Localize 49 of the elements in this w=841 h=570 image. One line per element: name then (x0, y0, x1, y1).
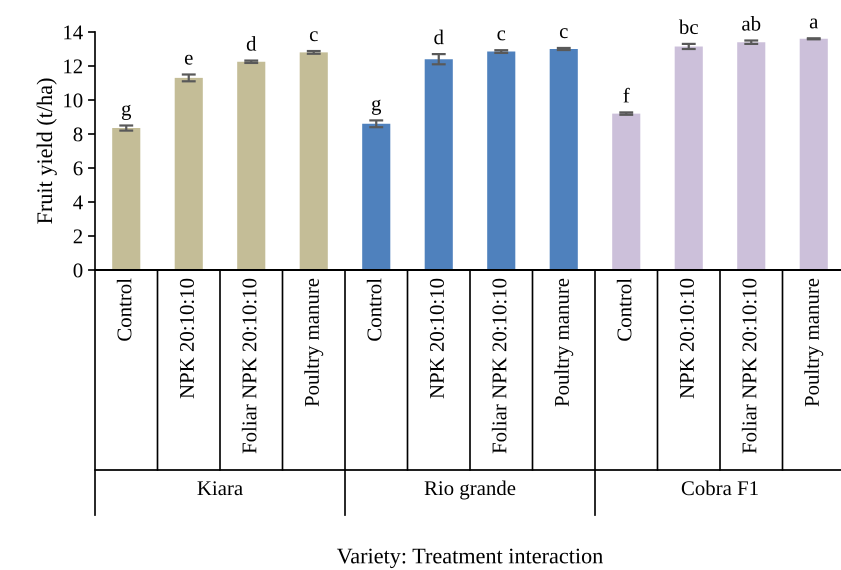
bar (424, 59, 453, 270)
data-label: ab (742, 16, 760, 31)
bar (674, 46, 703, 270)
text: Kiara (197, 481, 243, 496)
y-tick-label: 6 (74, 161, 83, 176)
x-tick-label: NPK 20:10:10 (180, 278, 194, 398)
bar (550, 49, 578, 270)
data-label: c (310, 31, 318, 42)
data-label: g (122, 104, 132, 120)
data-label: d (434, 30, 444, 44)
y-tick-label: 8 (74, 127, 82, 142)
bar (800, 38, 828, 270)
bar (487, 52, 516, 270)
x-tick-label: Poultry manure (804, 278, 824, 406)
text: Cobra F1 (682, 480, 758, 496)
y-tick-label: 4 (73, 196, 83, 210)
x-tick-label: NPK 20:10:10 (680, 278, 694, 398)
data-label: bc (678, 19, 698, 34)
x-axis-title: Variety: Treatment interaction (336, 548, 603, 568)
y-tick-label: 14 (64, 25, 83, 40)
y-tick-label: 2 (74, 229, 82, 244)
text: Rio grande (424, 480, 516, 500)
x-tick-label: NPK 20:10:10 (430, 278, 444, 398)
x-tick-label: Control (116, 278, 132, 341)
bar (300, 52, 328, 270)
x-tick-label: Control (366, 278, 382, 341)
x-tick-label: Poultry manure (304, 278, 324, 406)
x-tick-label: Control (616, 278, 632, 341)
bar (174, 78, 203, 270)
y-tick-label: 10 (64, 93, 82, 108)
data-label: f (623, 88, 630, 102)
bar (237, 62, 266, 270)
x-tick-label: Foliar NPK 20:10:10 (492, 278, 507, 454)
bar (362, 124, 390, 270)
x-tick-label: Foliar NPK 20:10:10 (742, 278, 757, 454)
y-tick-label: 0 (74, 263, 82, 278)
x-tick-label: Poultry manure (554, 278, 574, 406)
data-label: g (372, 100, 382, 115)
bar (112, 128, 140, 270)
x-tick-label: Foliar NPK 20:10:10 (242, 278, 257, 454)
y-tick-label: 12 (64, 59, 82, 74)
data-label: c (497, 30, 506, 40)
y-axis-title: Fruit yield (t/ha) (36, 78, 57, 224)
data-label: d (246, 36, 256, 51)
bar (737, 42, 766, 270)
data-label: c (560, 28, 568, 38)
data-label: a (810, 18, 818, 29)
bar (612, 114, 640, 270)
data-label: e (184, 54, 193, 65)
